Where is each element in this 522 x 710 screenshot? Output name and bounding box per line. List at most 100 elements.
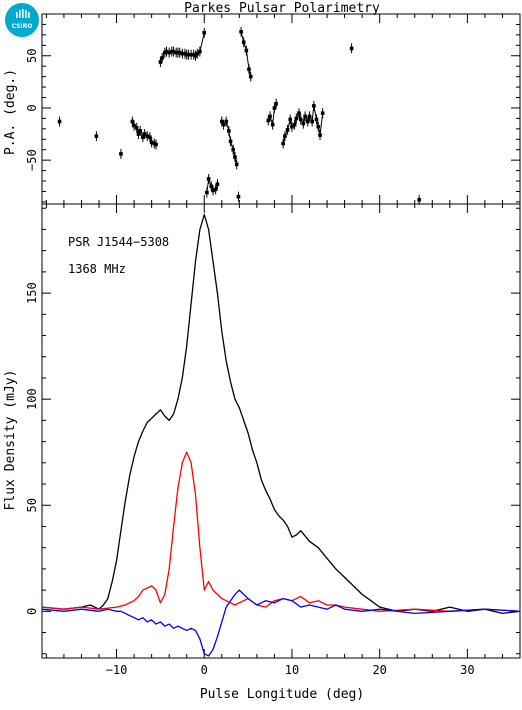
x-tick-label: 0	[201, 663, 208, 677]
pa-point	[180, 51, 185, 56]
flux-y-tick-label: 100	[25, 388, 39, 410]
pa-point	[221, 122, 226, 127]
pa-point	[272, 106, 277, 110]
pa-point	[209, 184, 214, 189]
flux-y-tick-label: 150	[25, 282, 39, 304]
pa-point	[228, 139, 233, 144]
pa-point	[167, 50, 171, 55]
x-tick-label: 30	[460, 663, 474, 677]
pa-point	[145, 134, 150, 138]
pa-point	[234, 162, 239, 167]
pa-point	[239, 29, 243, 34]
csiro-logo: CSIRO	[5, 3, 39, 37]
pa-point	[215, 182, 220, 186]
flux-panel-frame	[41, 203, 521, 659]
pa-point	[241, 40, 246, 44]
pa-point	[160, 56, 164, 60]
pa-point	[318, 133, 322, 137]
flux-y-tick-label: 50	[25, 498, 39, 512]
pa-point	[219, 119, 224, 124]
pa-point	[231, 147, 235, 152]
pa-point	[94, 134, 99, 138]
pa-point	[349, 46, 354, 51]
x-tick-label: 10	[285, 663, 299, 677]
pa-point	[149, 140, 154, 145]
pa-point	[292, 122, 297, 127]
pa-point	[281, 141, 285, 146]
pa-panel-ticks: −50 0 50	[25, 13, 521, 204]
pa-point	[303, 114, 307, 119]
pa-point	[206, 177, 211, 181]
pa-point	[285, 128, 290, 132]
pa-y-tick-label: 50	[25, 49, 39, 63]
pa-point	[193, 53, 198, 58]
pa-connecting-line	[132, 32, 419, 200]
pa-point	[205, 190, 209, 195]
pa-point	[283, 134, 287, 138]
pa-point	[130, 119, 135, 124]
pa-point	[290, 124, 294, 129]
pa-point	[132, 123, 136, 128]
svg-text:CSIRO: CSIRO	[12, 23, 33, 30]
pa-point	[298, 117, 303, 122]
flux-y-tick-label: 0	[25, 608, 39, 615]
pa-point	[195, 51, 200, 56]
pa-point	[211, 188, 215, 193]
pa-point	[138, 129, 143, 133]
x-tick-label: 20	[372, 663, 386, 677]
pa-point	[158, 60, 163, 64]
pa-point	[213, 187, 218, 192]
pa-point	[268, 114, 272, 119]
pa-point	[154, 142, 158, 147]
pa-panel-frame	[41, 13, 521, 205]
pa-point	[297, 111, 301, 115]
pa-point	[305, 119, 310, 124]
flux-data-series	[41, 213, 521, 657]
pa-point	[186, 52, 191, 57]
pa-point	[266, 118, 271, 123]
pa-point	[164, 49, 169, 54]
pa-point	[227, 129, 231, 133]
pa-axis-label: P.A. (deg.)	[3, 69, 18, 155]
pa-panel: −50 0 50	[25, 13, 521, 205]
pa-point	[148, 135, 152, 139]
frequency-annotation: 1368 MHz	[68, 262, 126, 276]
pa-point	[274, 101, 278, 106]
flux-panel: −10 0 10 20 30 0 50 100 150	[25, 203, 521, 677]
pa-point	[171, 49, 176, 54]
pa-point	[177, 50, 182, 55]
pa-point	[248, 74, 253, 79]
pa-point	[301, 121, 306, 126]
pa-point	[233, 155, 237, 159]
pa-point	[314, 117, 319, 122]
pa-point	[202, 30, 207, 35]
pa-point	[244, 48, 249, 53]
pulsar-name-annotation: PSR J1544−5308	[68, 235, 169, 249]
pa-point	[224, 119, 228, 124]
pa-point	[57, 119, 62, 124]
pa-point	[320, 111, 325, 115]
pa-point	[236, 194, 241, 199]
pa-point	[141, 135, 145, 139]
pa-point	[198, 49, 202, 54]
pa-point	[316, 124, 321, 129]
circular-polarization-line	[41, 589, 521, 657]
linear-polarization-line	[41, 451, 521, 612]
flux-axis-label: Flux Density (mJy)	[3, 370, 18, 511]
pa-point	[312, 104, 316, 108]
pa-y-tick-label: −50	[25, 149, 39, 171]
pa-point	[294, 116, 299, 121]
pa-point	[417, 198, 421, 202]
pa-point	[247, 67, 251, 72]
flux-panel-ticks: −10 0 10 20 30 0 50 100 150	[25, 204, 521, 677]
pa-data-series	[57, 26, 421, 205]
top-panel-title: Parkes Pulsar Polarimetry	[184, 1, 380, 16]
total-intensity-line	[41, 213, 521, 615]
x-tick-label: −10	[106, 663, 128, 677]
pa-point	[270, 122, 275, 127]
pa-point	[310, 119, 314, 124]
pa-point	[307, 114, 312, 119]
pa-point	[142, 132, 147, 136]
pa-point	[136, 132, 141, 136]
